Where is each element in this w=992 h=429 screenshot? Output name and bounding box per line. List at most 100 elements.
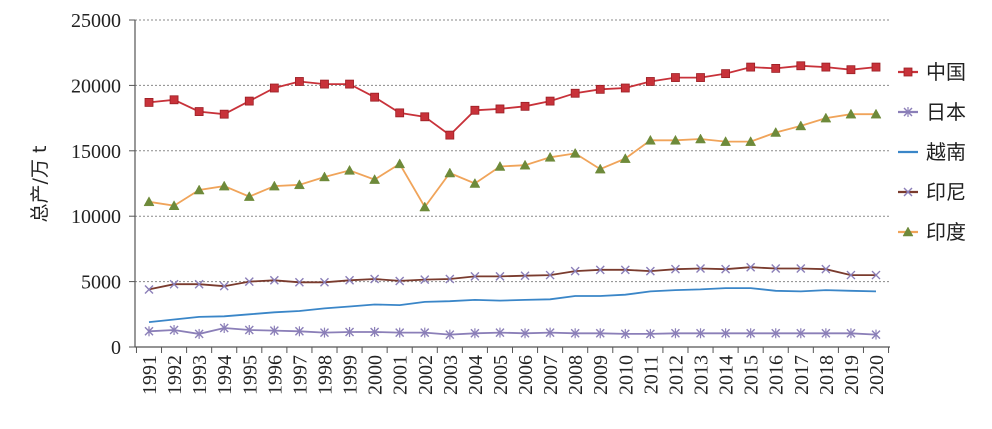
marker-stroke (520, 271, 530, 281)
data-point (194, 279, 204, 289)
series-4 (144, 262, 881, 294)
marker-stroke (620, 265, 630, 275)
data-point (620, 328, 630, 339)
legend-item: 印度 (898, 220, 966, 244)
data-point (771, 328, 781, 339)
x-tick-label: 1993 (189, 355, 211, 395)
axes (129, 19, 890, 353)
data-point (194, 107, 204, 116)
data-point (620, 83, 630, 93)
data-point (470, 271, 480, 281)
legend-label: 越南 (926, 140, 966, 164)
data-point (771, 63, 781, 73)
data-point (345, 79, 354, 89)
data-point (771, 264, 781, 274)
series-group (143, 61, 882, 340)
data-point (545, 270, 555, 280)
x-tick-label: 2001 (390, 355, 412, 395)
marker-stroke (445, 274, 455, 284)
x-tick-label: 2017 (791, 355, 813, 395)
data-point (269, 325, 279, 336)
x-tick-label: 2004 (465, 355, 487, 395)
data-point (394, 158, 406, 169)
data-point (721, 328, 731, 339)
data-point (345, 326, 355, 337)
data-point (520, 101, 530, 111)
marker-stroke (595, 265, 605, 275)
y-tick-labels: 0 5000 10000 15000 20000 25000 (71, 10, 121, 359)
data-point (820, 112, 832, 123)
marker-stroke (420, 275, 430, 285)
x-tick-label: 1998 (314, 355, 336, 395)
data-point (871, 329, 881, 340)
data-point (696, 264, 706, 274)
y-tick-label: 0 (111, 337, 121, 359)
data-point (320, 79, 329, 89)
series-line (148, 266, 876, 291)
x-tick-label: 1999 (340, 355, 362, 395)
marker-stroke (903, 187, 913, 197)
data-point (519, 159, 531, 170)
data-point (570, 266, 580, 276)
data-point (319, 327, 329, 338)
marker-stroke (696, 264, 706, 274)
data-point (720, 136, 732, 146)
data-point (770, 126, 782, 137)
data-point (696, 73, 705, 82)
data-point (144, 284, 154, 294)
legend-item: 印尼 (898, 180, 966, 204)
data-point (420, 275, 430, 285)
data-point (645, 328, 655, 339)
x-tick-label: 2010 (615, 355, 637, 395)
data-point (293, 179, 305, 190)
data-point (144, 326, 154, 337)
data-point (194, 328, 204, 339)
legend-label: 中国 (926, 60, 966, 84)
data-point (746, 328, 756, 339)
data-point (419, 201, 431, 212)
marker-stroke (645, 266, 655, 276)
data-point (495, 104, 505, 114)
data-point (846, 65, 856, 75)
data-point (295, 77, 304, 86)
data-point (445, 329, 455, 340)
x-tick-label: 2015 (741, 355, 763, 395)
data-point (796, 61, 806, 71)
x-tick-label: 2009 (590, 355, 612, 395)
data-point (545, 96, 555, 106)
marker-stroke (244, 277, 254, 287)
marker-stroke (144, 284, 154, 294)
data-point (495, 271, 505, 281)
y-tick-label: 15000 (71, 141, 121, 163)
data-point (695, 133, 706, 144)
data-point (903, 187, 913, 197)
series-1 (144, 61, 881, 140)
data-point (746, 62, 756, 72)
data-point (671, 73, 680, 82)
marker-stroke (871, 270, 881, 280)
x-tick-label: 2019 (841, 355, 863, 395)
series-2 (144, 323, 881, 340)
data-point (871, 270, 881, 280)
x-tick-label: 2002 (415, 355, 437, 395)
data-point (243, 191, 255, 201)
legend-item: 日本 (898, 100, 966, 124)
data-point (871, 62, 881, 72)
series-line (148, 327, 877, 336)
x-tick-label: 2000 (365, 355, 387, 395)
data-point (370, 92, 380, 102)
marker-stroke (194, 279, 204, 289)
data-point (845, 108, 857, 119)
data-point (594, 163, 606, 174)
data-point (570, 88, 580, 98)
data-point (470, 328, 480, 339)
legend-label: 印度 (926, 220, 966, 244)
data-point (469, 177, 481, 188)
y-tick-label: 25000 (71, 10, 121, 32)
marker-stroke (545, 270, 555, 280)
data-point (696, 328, 706, 339)
data-point (721, 264, 731, 274)
data-point (319, 171, 330, 182)
data-point (294, 277, 304, 287)
